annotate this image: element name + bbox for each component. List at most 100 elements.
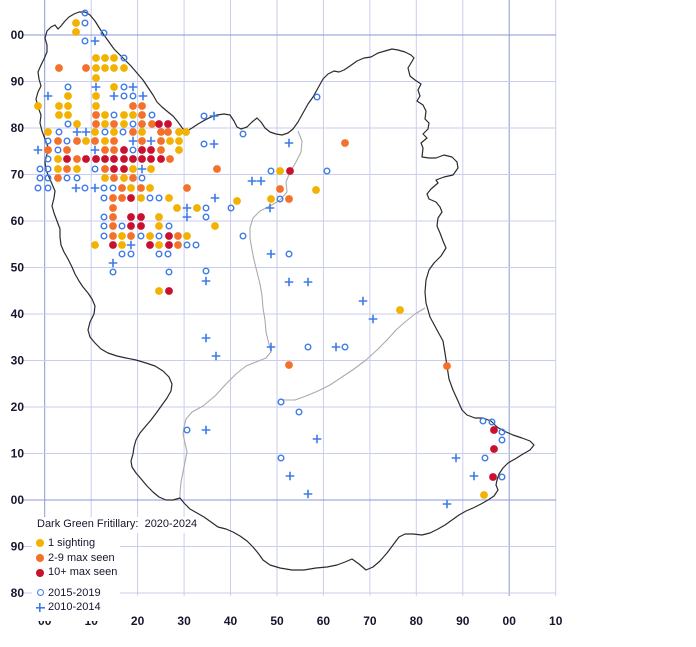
point-10plus-max [157,155,165,163]
point-10plus-max [63,155,71,163]
point-2010-2014 [137,164,147,174]
point-2-9-max [73,155,81,163]
point-1-sighting [92,92,100,100]
point-2015-2019 [101,128,109,136]
point-10plus-max [286,167,294,175]
point-2015-2019 [100,184,108,192]
legend: Dark Green Fritillary: 2020-2024 1 sight… [32,517,197,621]
point-10plus-max [147,155,155,163]
point-1-sighting [155,287,163,295]
point-2-9-max [92,120,100,128]
point-1-sighting [166,137,174,145]
point-2015-2019 [44,174,52,182]
point-2015-2019 [73,174,81,182]
point-2-9-max [110,137,118,145]
legend-item-label: 2015-2019 [48,586,101,599]
point-2015-2019 [341,343,349,351]
point-2010-2014 [182,212,192,222]
point-2010-2014 [210,193,220,203]
point-10plus-max [138,146,146,154]
point-2010-2014 [182,203,192,213]
point-2015-2019 [146,194,154,202]
legend-item-label: 10+ max seen [48,566,118,579]
point-2015-2019 [276,195,284,203]
point-1-sighting [101,137,109,145]
point-2-9-max [55,64,63,72]
point-1-sighting [175,137,183,145]
point-2015-2019 [64,83,72,91]
point-2-9-max [73,137,81,145]
point-2015-2019 [202,213,210,221]
point-2015-2019 [100,213,108,221]
point-1-sighting [91,241,99,249]
point-2015-2019 [137,232,145,240]
point-2015-2019 [119,128,127,136]
point-2015-2019 [100,194,108,202]
point-2-9-max [443,362,451,370]
point-1-sighting [120,120,128,128]
point-2-9-max [118,184,126,192]
point-2015-2019 [54,146,62,154]
point-10plus-max [489,473,497,481]
point-1-sighting [233,197,241,205]
point-2-9-max [109,213,117,221]
inner-boundary [279,307,426,401]
point-2-9-max [63,165,71,173]
point-1-sighting [193,204,201,212]
point-1-sighting [72,28,80,36]
point-2015-2019 [36,174,44,182]
point-1-sighting [73,120,81,128]
legend-item-10plus: 10+ max seen [32,565,120,580]
x-axis-label: 40 [224,614,238,628]
point-2015-2019 [313,93,321,101]
point-2015-2019 [100,232,108,240]
point-10plus-max [120,146,128,154]
point-2015-2019 [165,222,173,230]
point-2010-2014 [81,127,91,137]
point-2010-2014 [146,136,156,146]
point-1-sighting [72,19,80,27]
point-2-9-max [164,128,172,136]
point-1-sighting [73,165,81,173]
x-axis-label: 70 [363,614,377,628]
point-1-sighting [211,222,219,230]
point-10plus-max [138,155,146,163]
point-2015-2019 [81,9,89,17]
point-10plus-max [137,213,145,221]
legend-items: 1 sighting 2-9 max seen 10+ max seen 201… [32,533,120,621]
point-1-sighting [44,128,52,136]
point-2010-2014 [43,91,53,101]
point-2010-2014 [211,351,221,361]
point-2015-2019 [200,112,208,120]
point-2015-2019 [164,250,172,258]
y-axis-label: 20 [11,400,25,414]
point-2010-2014 [303,277,313,287]
point-2015-2019 [239,232,247,240]
point-2015-2019 [63,174,71,182]
point-2010-2014 [201,333,211,343]
point-1-sighting [155,241,163,249]
point-1-sighting [138,128,146,136]
point-2015-2019 [36,165,44,173]
open-circle-icon [32,589,48,597]
single-sighting-dot-icon [32,539,48,548]
point-2015-2019 [285,250,293,258]
point-2-9-max [82,64,90,72]
point-10plus-max [127,222,135,230]
point-2010-2014 [266,342,276,352]
point-2010-2014 [109,91,119,101]
point-2015-2019 [295,408,303,416]
point-2-9-max [138,111,146,119]
point-2015-2019 [81,184,89,192]
point-1-sighting [147,165,155,173]
point-2010-2014 [91,82,101,92]
point-2015-2019 [127,250,135,258]
point-1-sighting [129,111,137,119]
point-1-sighting [101,54,109,62]
point-2-9-max [174,232,182,240]
point-2015-2019 [100,29,108,37]
y-axis-label: 90 [11,540,25,554]
y-axis-label: 00 [11,493,25,507]
point-2010-2014 [442,499,452,509]
